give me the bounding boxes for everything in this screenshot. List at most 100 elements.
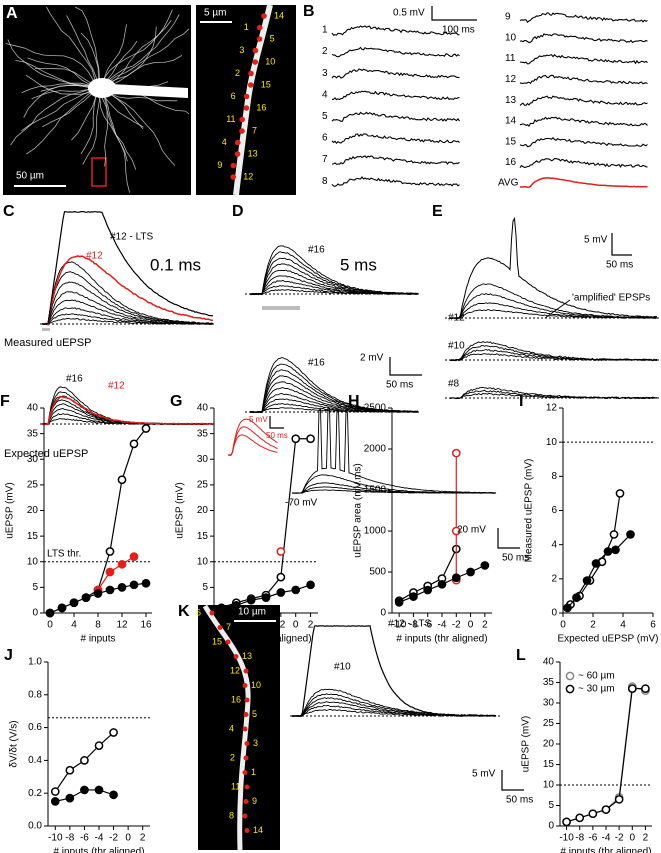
label: 5 ms <box>340 255 377 274</box>
trace <box>249 357 419 413</box>
y-tick-label: 5 <box>32 582 38 593</box>
legend-label: ~ 60 µm <box>578 671 615 682</box>
trace-label: 11 <box>505 53 516 64</box>
data-point <box>626 530 635 539</box>
spine-label: 7 <box>252 125 257 135</box>
data-point <box>609 530 619 539</box>
spine-marker <box>230 162 237 169</box>
y-axis-label: uEPSP (mV) <box>5 482 16 539</box>
trace <box>227 426 278 456</box>
spine-label: 16 <box>256 102 266 112</box>
scale-bar <box>501 770 524 791</box>
data-point <box>451 526 461 536</box>
spine-marker <box>243 755 249 761</box>
trace <box>331 90 460 101</box>
trace-label: #8 <box>448 379 460 390</box>
y-tick-label: 1000 <box>364 526 387 537</box>
dendrite <box>99 14 180 89</box>
axon <box>110 84 188 98</box>
panel-letter: A <box>6 5 18 22</box>
trace <box>449 283 658 319</box>
trace <box>519 137 648 148</box>
y-axis-label: uEPSP (mV) <box>175 482 186 539</box>
trace <box>449 387 658 400</box>
y-tick-label: 15 <box>27 531 39 542</box>
legend-marker <box>565 684 575 694</box>
dendrite <box>99 26 157 89</box>
spine-label: 1 <box>251 767 256 777</box>
panel-letter: D <box>232 203 244 220</box>
trace-label: 5 <box>322 111 328 122</box>
panel-letter: B <box>303 3 315 20</box>
y-tick-label: 2000 <box>364 444 387 455</box>
data-point <box>437 579 447 589</box>
spine-label: 6 <box>231 91 236 101</box>
trace <box>291 697 497 718</box>
spine-marker <box>217 625 223 630</box>
panel-letter: J <box>4 647 13 664</box>
panel-letter: F <box>0 393 10 410</box>
y-tick-label: 5 <box>202 582 208 593</box>
y-tick-label: 40 <box>27 403 39 414</box>
data-point <box>129 439 139 449</box>
data-point <box>276 547 286 556</box>
trace <box>291 474 497 494</box>
data-point <box>80 785 89 795</box>
label: #12 <box>86 251 103 262</box>
trace <box>519 116 648 127</box>
legend-marker <box>565 671 575 681</box>
data-point <box>614 795 624 804</box>
x-axis-label: # inputs (thr aligned) <box>396 634 487 645</box>
trace <box>331 111 460 122</box>
trace <box>331 46 460 58</box>
x-tick-label: 4 <box>620 620 626 631</box>
x-tick-label: -2 <box>452 620 461 631</box>
trace <box>249 393 419 413</box>
series-line <box>221 438 311 609</box>
y-tick-label: 5 <box>548 800 554 811</box>
dendrite <box>66 15 101 89</box>
trace <box>42 395 214 426</box>
x-tick-label: -8 <box>65 833 74 844</box>
arrow <box>544 299 571 319</box>
dendrite <box>7 39 101 89</box>
y-tick-label: 25 <box>27 480 39 491</box>
y-tick-label: 35 <box>197 428 209 439</box>
spine-marker <box>209 610 215 616</box>
x-tick-label: 0 <box>560 620 566 631</box>
data-point <box>291 585 301 595</box>
spine-marker <box>242 726 248 732</box>
spine-marker <box>233 654 239 659</box>
spine-label: 13 <box>248 148 258 158</box>
dendrite <box>99 87 137 170</box>
data-point <box>94 785 104 795</box>
dendrite <box>99 87 130 193</box>
trace <box>292 625 497 717</box>
x-tick-label: -6 <box>423 620 432 631</box>
trace <box>450 216 658 319</box>
x-tick-label: 0 <box>293 620 299 631</box>
trace <box>331 25 460 36</box>
spine-label: 9 <box>252 796 257 806</box>
spine-label: 5 <box>252 709 257 719</box>
trace <box>41 399 214 426</box>
trace <box>519 95 648 106</box>
spine-label: 7 <box>226 622 231 632</box>
data-point <box>588 809 598 819</box>
trace-label: 10 <box>505 32 517 43</box>
panel-letter: K <box>178 603 190 620</box>
trace <box>227 418 278 456</box>
y-tick-label: 500 <box>369 567 386 578</box>
trace-label: #12 <box>448 313 465 324</box>
data-point <box>94 741 104 750</box>
data-point <box>81 593 91 602</box>
y-tick-label: 0.4 <box>28 755 42 766</box>
label: 50 ms <box>386 380 413 391</box>
neuron-image <box>3 5 191 195</box>
y-tick-label: 30 <box>197 454 209 465</box>
y-tick-label: 10 <box>543 780 555 791</box>
x-axis-label: Expected uEPSP (mV) <box>558 634 659 645</box>
dendrite <box>42 87 101 128</box>
data-point <box>582 576 592 585</box>
